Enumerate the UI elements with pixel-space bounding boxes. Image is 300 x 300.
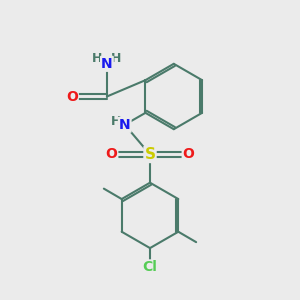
Text: H: H — [111, 52, 122, 65]
Text: O: O — [66, 89, 78, 103]
Text: S: S — [145, 147, 155, 162]
Text: H: H — [92, 52, 103, 65]
Text: Cl: Cl — [142, 260, 158, 274]
Text: O: O — [105, 148, 117, 161]
Text: H: H — [111, 115, 121, 128]
Text: N: N — [101, 57, 113, 71]
Text: N: N — [119, 118, 130, 132]
Text: O: O — [183, 148, 195, 161]
